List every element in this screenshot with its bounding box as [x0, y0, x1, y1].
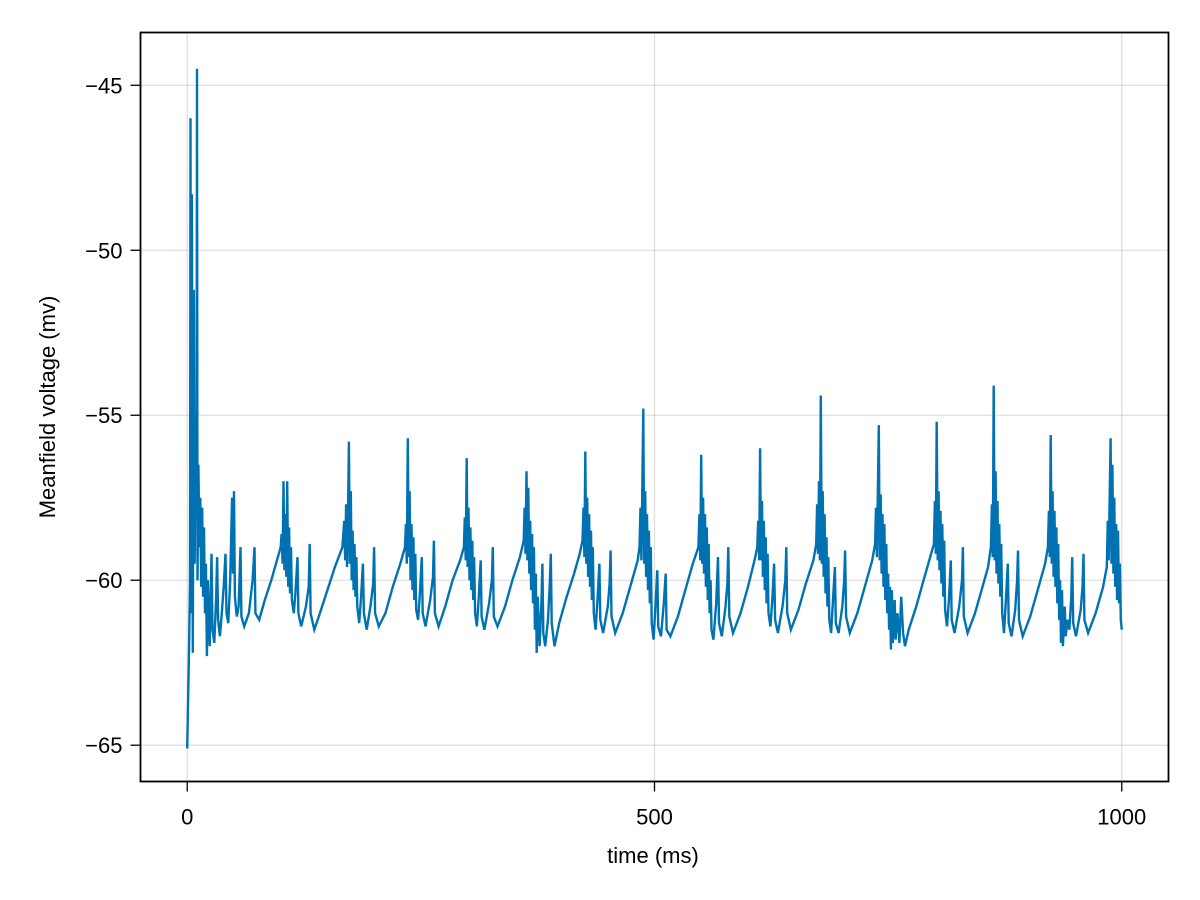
- y-tick-label: −60: [85, 568, 122, 593]
- x-tick-label: 0: [181, 805, 193, 830]
- x-tick-label: 500: [636, 805, 673, 830]
- x-axis-ticks: 0 500 1000: [181, 781, 1146, 830]
- plot-area: [186, 68, 1123, 749]
- voltage-trace-line: [186, 68, 1123, 749]
- y-axis-title: Meanfield voltage (mv): [35, 296, 60, 519]
- grid-lines: [140, 32, 1169, 782]
- y-tick-label: −45: [85, 73, 122, 98]
- y-tick-label: −55: [85, 403, 122, 428]
- y-tick-label: −50: [85, 238, 122, 263]
- x-axis-title: time (ms): [607, 843, 699, 868]
- x-tick-label: 1000: [1097, 805, 1146, 830]
- y-tick-label: −65: [85, 733, 122, 758]
- y-axis-ticks: −65 −60 −55 −50 −45: [85, 73, 141, 758]
